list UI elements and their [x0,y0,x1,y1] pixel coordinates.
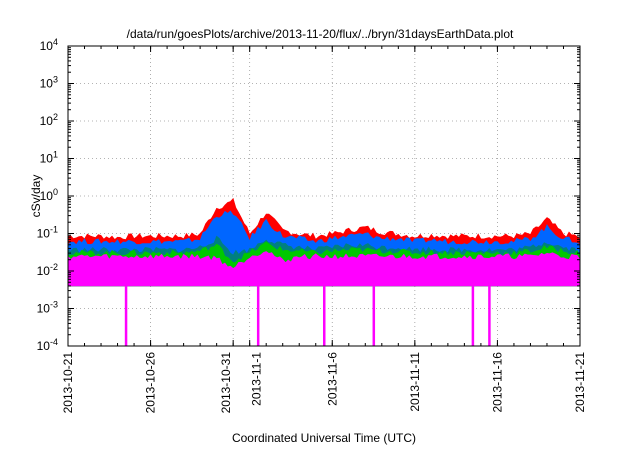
x-axis-title: Coordinated Universal Time (UTC) [232,431,416,445]
x-tick-label: 2013-11-11 [408,352,422,412]
dropout-spike [256,285,260,346]
x-tick-label: 2013-10-26 [144,352,158,414]
x-tick-label: 2013-11-21 [573,352,587,413]
dropout-spike [488,285,491,346]
y-tick-label: 10-1 [37,225,58,241]
series-line [68,245,581,266]
series-line [68,215,581,246]
y-tick-label: 104 [40,37,58,53]
dropout-spike [323,285,326,346]
series-line [68,203,581,242]
x-tick-label: 2013-11-16 [490,352,504,413]
x-tick-label: 2013-11-6 [325,352,339,406]
y-tick-label: 10-4 [37,337,58,353]
chart-title: /data/run/goesPlots/archive/2013-11-20/f… [127,27,514,41]
dropout-spike [372,285,376,346]
dropout-spike [471,285,475,346]
dropout-spike [124,285,128,346]
y-tick-label: 10-3 [37,300,58,316]
y-tick-label: 100 [40,187,58,203]
x-axis: 2013-10-21 2013-10-26 2013-10-31 2013-11-1 2… [61,46,587,413]
x-tick-label: 2013-10-21 [61,352,75,414]
x-tick-label: 2013-11-1 [250,352,264,406]
y-tick-label: 102 [40,112,58,128]
y-tick-label: 103 [40,75,58,91]
data-series [67,198,581,346]
y-tick-label: 10-2 [37,262,58,278]
series-line [68,252,580,272]
y-tick-label: 101 [40,150,58,166]
x-tick-label: 2013-10-31 [219,352,233,414]
y-axis-title: cSv/day [29,175,43,218]
y-axis: 10-4 10-3 10-2 10-1 100 101 102 103 104 [37,37,580,353]
